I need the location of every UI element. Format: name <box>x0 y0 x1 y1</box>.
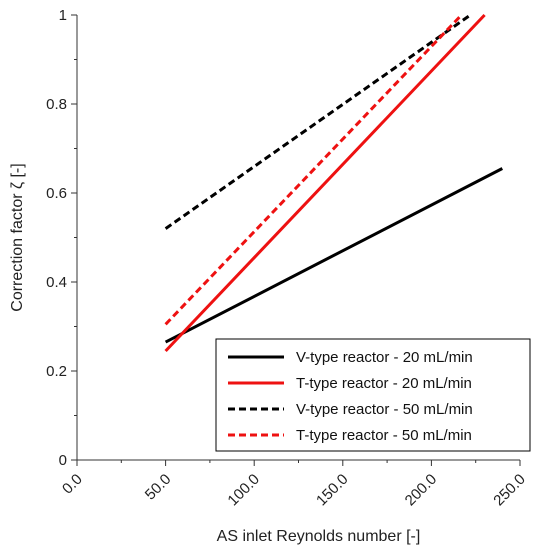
series-line-4 <box>164 13 463 326</box>
legend-label-1: V-type reactor - 20 mL/min <box>296 349 473 366</box>
y-tick-label: 0.8 <box>46 96 67 113</box>
y-tick-label: 0.2 <box>46 363 67 380</box>
y-tick-label: 1 <box>59 7 67 24</box>
y-axis-title: Correction factor ζ [-] <box>9 163 26 311</box>
legend-label-3: V-type reactor - 50 mL/min <box>296 401 473 418</box>
x-tick-label: 100.0 <box>224 471 263 510</box>
legend-label-2: T-type reactor - 20 mL/min <box>296 375 472 392</box>
series-line-3 <box>164 13 472 230</box>
x-tick-label: 150.0 <box>313 471 352 510</box>
series-group <box>164 13 503 353</box>
x-tick-label: 200.0 <box>402 471 441 510</box>
y-tick-label: 0.6 <box>46 185 67 202</box>
series-line-1 <box>164 167 503 344</box>
legend-label-4: T-type reactor - 50 mL/min <box>296 427 472 444</box>
y-tick-label: 0.4 <box>46 274 67 291</box>
y-tick-label: 0 <box>59 452 67 469</box>
x-axis-title: AS inlet Reynolds number [-] <box>217 528 421 545</box>
x-tick-label: 250.0 <box>490 471 529 510</box>
x-tick-label: 50.0 <box>142 471 175 504</box>
x-tick-label: 0.0 <box>59 471 86 498</box>
series-line-2 <box>164 13 486 353</box>
legend: V-type reactor - 20 mL/min T-type reactor… <box>215 338 531 452</box>
legend-items: V-type reactor - 20 mL/min T-type reactor… <box>228 349 473 444</box>
